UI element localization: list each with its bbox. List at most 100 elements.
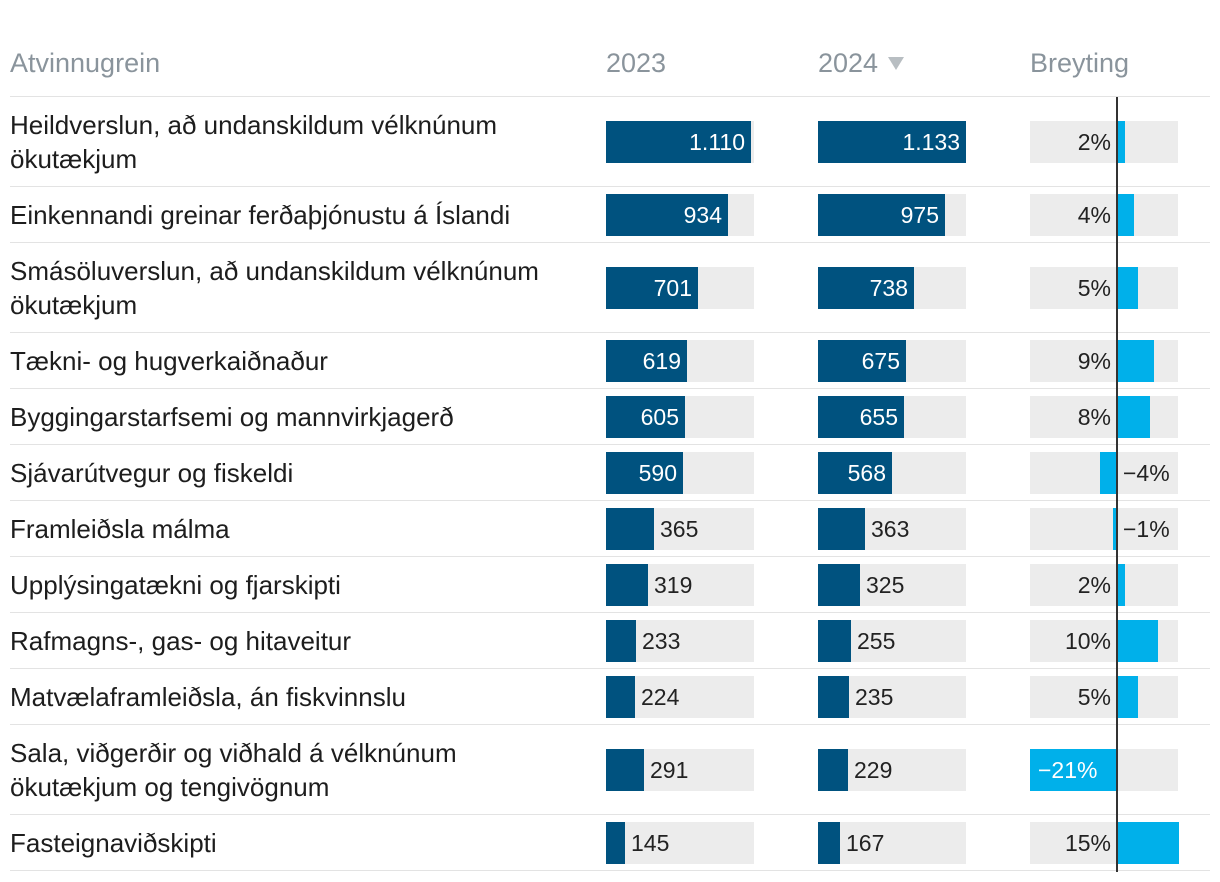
bar-2023	[606, 749, 644, 791]
value-label-2024: 363	[871, 516, 910, 542]
bar-track-2023: 224	[606, 676, 754, 718]
row-divider	[10, 242, 1210, 243]
table-row: Smásöluverslun, að undanskildum vélknúnu…	[0, 243, 1220, 333]
value-label-2023: 291	[650, 757, 689, 783]
change-bar	[1117, 194, 1134, 236]
change-bar	[1117, 620, 1158, 662]
change-label: 4%	[1077, 202, 1111, 228]
value-label-2024: 568	[847, 460, 886, 486]
bar-track-2023: 934	[606, 194, 754, 236]
row-divider	[10, 870, 1210, 871]
bar-track-2024: 675	[818, 340, 966, 382]
value-label-2023: 1.110	[689, 129, 745, 155]
change-track: 15%	[1030, 822, 1179, 864]
change-label: 2%	[1077, 129, 1111, 155]
column-header-2024[interactable]: 2024	[818, 48, 905, 79]
column-header-sector[interactable]: Atvinnugrein	[10, 48, 161, 78]
table-row: Byggingarstarfsemi og mannvirkjagerð 605 6…	[0, 389, 1220, 445]
sector-label: Upplýsingatækni og fjarskipti	[10, 570, 341, 600]
change-track: 8%	[1030, 396, 1178, 438]
table-row: Tækni- og hugverkaiðnaður 619 675 9%	[0, 333, 1220, 389]
row-divider	[10, 500, 1210, 501]
bar-track-2024: 325	[818, 564, 966, 606]
row-divider	[10, 332, 1210, 333]
change-track: 5%	[1030, 676, 1178, 718]
sector-label: Smásöluverslun, að undanskildum vélknúnu…	[10, 256, 539, 320]
bar-2023	[606, 508, 654, 550]
bar-2024	[818, 564, 860, 606]
bar-track-2023: 145	[606, 822, 754, 864]
table-row: Framleiðsla málma 365 363 −1%	[0, 501, 1220, 557]
change-label: 8%	[1077, 404, 1111, 430]
bar-track-2024: 255	[818, 620, 966, 662]
column-header-2024-label: 2024	[818, 48, 879, 78]
bar-2023	[606, 121, 751, 163]
change-bar	[1117, 564, 1125, 606]
row-divider	[10, 556, 1210, 557]
change-bar	[1117, 396, 1150, 438]
value-label-2023: 233	[642, 628, 681, 654]
change-label: 5%	[1077, 684, 1111, 710]
table-row: Upplýsingatækni og fjarskipti 319 325 2%	[0, 557, 1220, 613]
table-row: Sjávarútvegur og fiskeldi 590 568 −4%	[0, 445, 1220, 501]
bar-track-2023: 605	[606, 396, 754, 438]
bar-track-2024: 738	[818, 267, 966, 309]
change-bar	[1117, 121, 1125, 163]
bar-track-2024: 167	[818, 822, 966, 864]
bar-track-2023: 233	[606, 620, 754, 662]
change-track: −21%	[1030, 749, 1178, 791]
value-label-2024: 255	[857, 628, 896, 654]
change-label: 2%	[1077, 572, 1111, 598]
sector-label: Matvælaframleiðsla, án fiskvinnslu	[10, 682, 406, 712]
sector-label: Heildverslun, að undanskildum vélknúnum …	[10, 110, 498, 174]
change-track: 2%	[1030, 121, 1178, 163]
sector-label: Rafmagns-, gas- og hitaveitur	[10, 626, 352, 656]
bar-2024	[818, 121, 966, 163]
bar-track-2024: 568	[818, 452, 966, 494]
row-divider	[10, 186, 1210, 187]
sector-label: Framleiðsla málma	[10, 514, 230, 544]
column-header-change[interactable]: Breyting	[1030, 48, 1130, 78]
value-label-2024: 1.133	[902, 129, 960, 155]
change-label: −1%	[1123, 516, 1170, 542]
bar-2023	[606, 452, 683, 494]
bar-track-2024: 235	[818, 676, 966, 718]
bar-2024	[818, 676, 849, 718]
value-label-2023: 365	[660, 516, 699, 542]
bar-track-2023: 291	[606, 749, 754, 791]
row-divider	[10, 612, 1210, 613]
bar-track-2023: 619	[606, 340, 754, 382]
change-label: 10%	[1064, 628, 1111, 654]
row-divider	[10, 724, 1210, 725]
value-label-2023: 224	[641, 684, 680, 710]
bar-2024	[818, 194, 945, 236]
bar-2023	[606, 822, 625, 864]
change-track: 9%	[1030, 340, 1178, 382]
change-label: −4%	[1123, 460, 1170, 486]
bar-track-2023: 590	[606, 452, 754, 494]
sort-descending-icon	[888, 57, 905, 70]
table-row: Rafmagns-, gas- og hitaveitur 233 255 10%	[0, 613, 1220, 669]
bar-track-2024: 655	[818, 396, 966, 438]
value-label-2023: 934	[683, 202, 722, 228]
table-row: Sala, viðgerðir og viðhald á vélknúnum ö…	[0, 725, 1220, 815]
table-row: Heildverslun, að undanskildum vélknúnum …	[0, 97, 1220, 187]
change-bar	[1117, 267, 1138, 309]
change-zero-axis	[1116, 97, 1118, 872]
table-row: Fasteignaviðskipti 145 167 15%	[0, 815, 1220, 871]
value-label-2024: 975	[900, 202, 939, 228]
value-label-2023: 145	[631, 830, 670, 856]
sector-label: Einkennandi greinar ferðaþjónustu á Ísla…	[10, 200, 511, 230]
change-track: 5%	[1030, 267, 1178, 309]
sector-label: Sala, viðgerðir og viðhald á vélknúnum ö…	[10, 738, 457, 802]
change-track: 10%	[1030, 620, 1178, 662]
value-label-2023: 619	[642, 348, 681, 374]
change-bar	[1100, 452, 1117, 494]
bar-2023	[606, 564, 648, 606]
change-label: 5%	[1077, 275, 1111, 301]
change-label: 9%	[1077, 348, 1111, 374]
value-label-2024: 738	[869, 275, 908, 301]
bar-2024	[818, 620, 851, 662]
value-label-2024: 235	[855, 684, 894, 710]
column-header-2023[interactable]: 2023	[606, 48, 667, 78]
